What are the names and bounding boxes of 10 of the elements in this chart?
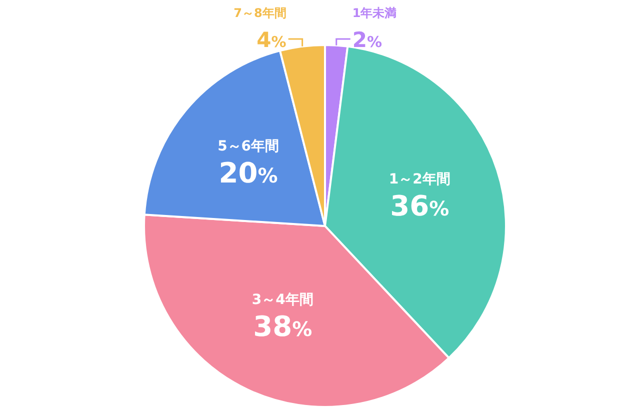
data-label: 2%	[352, 28, 382, 52]
slice-label: 1～2年間	[388, 171, 450, 188]
data-label: 20%	[218, 156, 278, 190]
slice-label: 7～8年間	[234, 6, 286, 20]
slice-label: 5～6年間	[218, 138, 280, 155]
data-label: 38%	[253, 310, 312, 344]
slice-label: 1年未満	[352, 6, 397, 20]
data-label: 36%	[390, 189, 450, 222]
data-label: 4%	[256, 28, 286, 52]
slice-label: 3～4年間	[252, 292, 314, 308]
